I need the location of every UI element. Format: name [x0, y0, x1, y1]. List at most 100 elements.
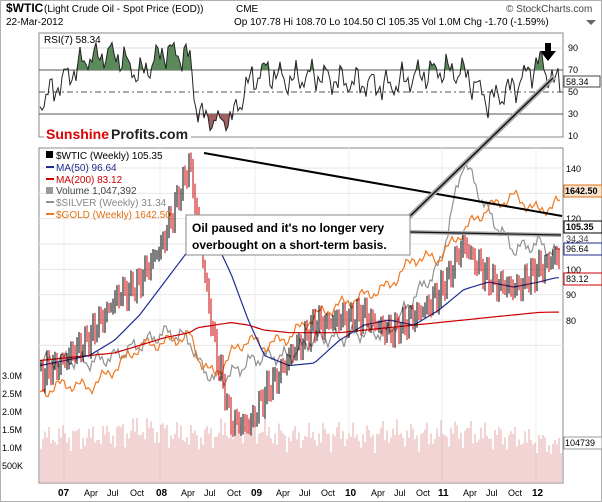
price-plot-area: [38, 147, 564, 484]
volume-bar: [356, 434, 358, 483]
volume-tick: 2.0M: [2, 407, 22, 417]
volume-value-box: [563, 436, 602, 450]
volume-bar: [432, 443, 434, 483]
rsi-overbought-fill: [174, 42, 176, 70]
rsi-tick: 10: [568, 131, 578, 141]
price-tick: 80: [566, 316, 576, 326]
volume-bar: [470, 421, 472, 483]
rsi-overbought-fill: [178, 56, 180, 70]
volume-bar: [184, 441, 186, 483]
rsi-overbought-fill: [540, 52, 542, 70]
x-tick: Apr: [371, 488, 385, 498]
volume-bar: [548, 444, 550, 483]
volume-bar: [366, 425, 368, 483]
volume-bar: [68, 437, 70, 483]
volume-bar: [346, 439, 348, 483]
price-tick: 100: [566, 265, 581, 275]
volume-bar: [438, 436, 440, 483]
volume-bar: [550, 453, 552, 483]
rsi-tick: 70: [568, 65, 578, 75]
rsi-overbought-fill: [168, 44, 170, 70]
volume-bar: [160, 424, 162, 483]
volume-bar: [304, 436, 306, 483]
volume-bar: [504, 437, 506, 483]
volume-bar: [272, 443, 274, 483]
price-tick: 90: [566, 290, 576, 300]
volume-bar: [142, 432, 144, 483]
volume-bar: [522, 443, 524, 483]
volume-bar: [414, 439, 416, 483]
volume-bar: [192, 433, 194, 483]
x-tick: Oct: [416, 488, 431, 498]
volume-bar: [490, 438, 492, 483]
x-tick: Oct: [508, 488, 523, 498]
ma50-value-box: [563, 242, 602, 256]
rsi-value-label: 58.34: [566, 77, 589, 87]
x-tick: Oct: [130, 488, 145, 498]
volume-bar: [98, 439, 100, 483]
volume-bar: [52, 439, 54, 483]
volume-bar: [378, 433, 380, 483]
volume-bar: [88, 428, 90, 483]
x-tick: Apr: [181, 488, 195, 498]
volume-bar: [534, 442, 536, 483]
volume-bar: [126, 433, 128, 483]
volume-bar: [154, 442, 156, 483]
x-tick: Apr: [276, 488, 290, 498]
volume-bar: [172, 438, 174, 483]
volume-bar: [54, 441, 56, 483]
volume-axis-ticks: 3.0M 2.5M 2.0M 1.5M 1.0M 500K: [2, 371, 23, 471]
volume-bar: [128, 438, 130, 483]
volume-bar: [76, 430, 78, 483]
volume-bar: [264, 418, 266, 483]
volume-bar: [222, 435, 224, 483]
silver-value-label: 34.34: [566, 234, 589, 244]
volume-bar: [106, 425, 108, 483]
legend-volume: Volume 1,047,392: [56, 186, 137, 197]
volume-bar: [66, 442, 68, 483]
volume-bar: [44, 431, 46, 483]
volume-bar: [334, 436, 336, 483]
rsi-overbought-fill: [98, 57, 100, 70]
volume-tick: 500K: [2, 461, 23, 471]
rsi-overbought-fill: [170, 44, 172, 70]
volume-bar: [156, 432, 158, 483]
volume-bar: [374, 452, 376, 483]
volume-bar: [328, 433, 330, 483]
volume-bar: [268, 427, 270, 483]
volume-bar: [480, 427, 482, 483]
volume-bar: [482, 438, 484, 483]
volume-bar: [364, 442, 366, 483]
volume-bar: [514, 426, 516, 483]
volume-bar: [186, 436, 188, 483]
volume-bar: [510, 431, 512, 483]
rsi-overbought-fill: [84, 60, 86, 70]
volume-bar: [352, 422, 354, 483]
volume-bar: [108, 432, 110, 483]
volume-bar: [212, 448, 214, 483]
volume-bar: [278, 423, 280, 483]
price-tick: 140: [566, 164, 581, 174]
volume-bar: [382, 421, 384, 483]
volume-bar: [310, 437, 312, 483]
x-axis-ticks: 07 Apr Jul Oct 08 Apr Jul Oct 09 Apr Jul…: [58, 488, 544, 499]
volume-bar: [388, 443, 390, 483]
volume-bar: [426, 422, 428, 483]
volume-bar: [144, 439, 146, 483]
x-tick: Jul: [299, 488, 311, 498]
annotation-box: [185, 214, 411, 256]
volume-bar: [420, 433, 422, 483]
rsi-overbought-fill: [116, 54, 118, 70]
copyright-label: © StockCharts.com: [506, 4, 592, 15]
volume-bar: [82, 438, 84, 483]
volume-bar: [208, 433, 210, 483]
volume-bar: [506, 449, 508, 483]
volume-bar: [104, 434, 106, 483]
dropdown-icon[interactable]: [586, 20, 596, 25]
volume-bar: [270, 438, 272, 483]
volume-bar: [282, 433, 284, 483]
legend-ma50: MA(50) 96.64: [56, 163, 117, 174]
volume-bar: [298, 432, 300, 483]
volume-bar: [238, 421, 240, 483]
gold-value-box: [563, 184, 602, 198]
